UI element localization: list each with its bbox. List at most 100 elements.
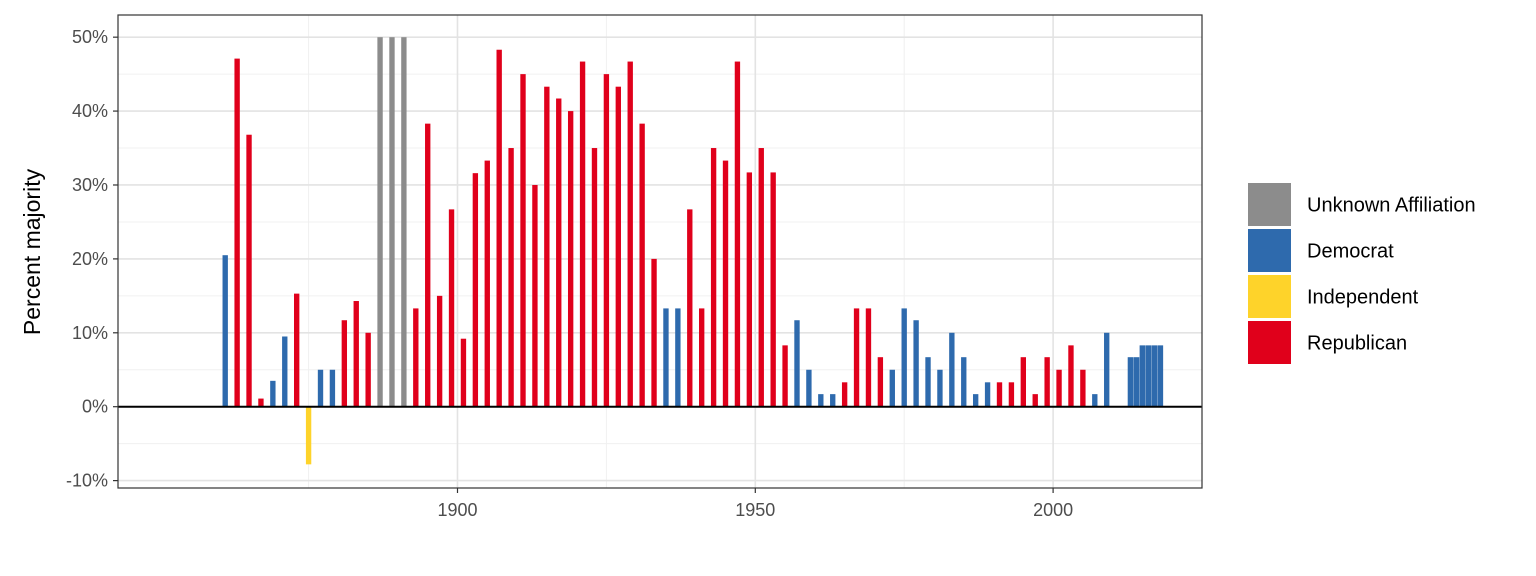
bar-1893 bbox=[413, 308, 419, 407]
bar-1989 bbox=[984, 382, 991, 407]
y-tick-label: 20% bbox=[72, 249, 108, 269]
bar-1863 bbox=[234, 58, 240, 407]
bar-1865 bbox=[246, 134, 252, 407]
bar-1877 bbox=[317, 369, 324, 407]
bar-1953 bbox=[770, 172, 776, 407]
bar-1945 bbox=[722, 160, 729, 407]
y-axis: -10% 0% 10% 20% 30% 40% 50% bbox=[66, 27, 118, 491]
bar-1933 bbox=[651, 258, 657, 407]
bar-1947 bbox=[734, 61, 741, 407]
bar-1987 bbox=[972, 394, 979, 407]
bar-1887 bbox=[377, 37, 383, 407]
x-axis: 1900 1950 2000 bbox=[437, 488, 1073, 520]
bar-1867 bbox=[258, 398, 264, 407]
legend: Unknown Affiliation Democrat Independent Re… bbox=[1248, 183, 1476, 364]
bar-1979 bbox=[925, 357, 931, 407]
bar-2013 bbox=[1127, 357, 1134, 407]
legend-label: Republican bbox=[1307, 333, 1407, 355]
bar-1907 bbox=[496, 49, 502, 407]
bar-1891 bbox=[401, 37, 407, 407]
bar-1879 bbox=[329, 369, 336, 407]
bar-1937 bbox=[675, 308, 681, 407]
y-axis-title: Percent majority bbox=[19, 168, 45, 335]
bar-1889 bbox=[389, 37, 395, 407]
bar-2005 bbox=[1080, 369, 1086, 407]
bar-1957 bbox=[794, 320, 800, 407]
bar-1935 bbox=[663, 308, 669, 407]
bar-1965 bbox=[841, 382, 848, 407]
bar-2017 bbox=[1151, 345, 1158, 407]
bar-1967 bbox=[853, 308, 860, 407]
bar-1897 bbox=[436, 295, 443, 407]
bar-2015 bbox=[1139, 345, 1146, 407]
bar-1991 bbox=[996, 382, 1003, 407]
bar-1885 bbox=[365, 332, 371, 407]
bar-1883 bbox=[353, 301, 359, 407]
bar-1975 bbox=[901, 308, 907, 407]
bar-2018 bbox=[1157, 345, 1164, 407]
bar-1941 bbox=[699, 308, 705, 407]
bar-1943 bbox=[710, 148, 717, 407]
bar-1919 bbox=[567, 111, 574, 407]
bar-1973 bbox=[889, 369, 895, 407]
y-tick-label: 50% bbox=[72, 27, 108, 47]
bar-1939 bbox=[687, 209, 693, 407]
bar-1917 bbox=[556, 98, 562, 407]
legend-key bbox=[1248, 321, 1291, 364]
x-tick-label: 1900 bbox=[437, 500, 477, 520]
bar-1873 bbox=[294, 293, 300, 407]
bar-1911 bbox=[520, 74, 526, 407]
bar-2001 bbox=[1056, 369, 1062, 407]
bar-1983 bbox=[949, 332, 955, 407]
bar-2007 bbox=[1092, 394, 1098, 407]
bar-1913 bbox=[532, 184, 538, 407]
y-tick-label: 30% bbox=[72, 175, 108, 195]
bar-1905 bbox=[484, 160, 490, 407]
y-tick-label: -10% bbox=[66, 471, 108, 491]
bar-1871 bbox=[282, 336, 288, 407]
x-tick-label: 2000 bbox=[1033, 500, 1073, 520]
panel-border bbox=[117, 14, 1203, 489]
bar-1949 bbox=[746, 172, 753, 407]
bar-1969 bbox=[865, 308, 872, 407]
bar-1981 bbox=[937, 369, 943, 407]
y-tick-label: 10% bbox=[72, 323, 108, 343]
bar-1961 bbox=[818, 394, 824, 407]
bar-1931 bbox=[639, 123, 645, 407]
bar-1955 bbox=[782, 345, 788, 407]
legend-key bbox=[1248, 183, 1291, 226]
bar-1903 bbox=[472, 173, 479, 407]
bar-2016 bbox=[1145, 345, 1152, 407]
legend-item: Democrat bbox=[1248, 229, 1394, 272]
legend-item: Unknown Affiliation bbox=[1248, 183, 1476, 226]
bar-1929 bbox=[627, 61, 633, 407]
legend-item: Independent bbox=[1248, 275, 1419, 318]
bar-1997 bbox=[1032, 394, 1038, 407]
y-tick-label: 0% bbox=[82, 397, 108, 417]
x-tick-label: 1950 bbox=[735, 500, 775, 520]
legend-key bbox=[1248, 275, 1291, 318]
bar-1999 bbox=[1044, 357, 1050, 407]
panel-background bbox=[118, 15, 1202, 488]
legend-item: Republican bbox=[1248, 321, 1407, 364]
bar-1925 bbox=[603, 74, 610, 407]
bar-1915 bbox=[544, 86, 550, 407]
bar-1951 bbox=[758, 148, 764, 407]
bar-1927 bbox=[615, 86, 621, 407]
bar-2003 bbox=[1068, 345, 1074, 407]
legend-label: Democrat bbox=[1307, 241, 1394, 263]
bar-1901 bbox=[460, 338, 467, 407]
bar-1921 bbox=[579, 61, 586, 407]
bar-1861 bbox=[222, 255, 228, 407]
bar-1993 bbox=[1008, 382, 1015, 407]
bar-1995 bbox=[1020, 357, 1026, 407]
bar-1909 bbox=[508, 148, 514, 407]
legend-label: Independent bbox=[1307, 287, 1419, 309]
legend-key bbox=[1248, 229, 1291, 272]
bar-1923 bbox=[591, 148, 598, 407]
bar-1881 bbox=[341, 320, 348, 407]
bar-1985 bbox=[961, 357, 967, 407]
legend-label: Unknown Affiliation bbox=[1307, 195, 1476, 217]
bars-layer bbox=[222, 37, 1164, 465]
